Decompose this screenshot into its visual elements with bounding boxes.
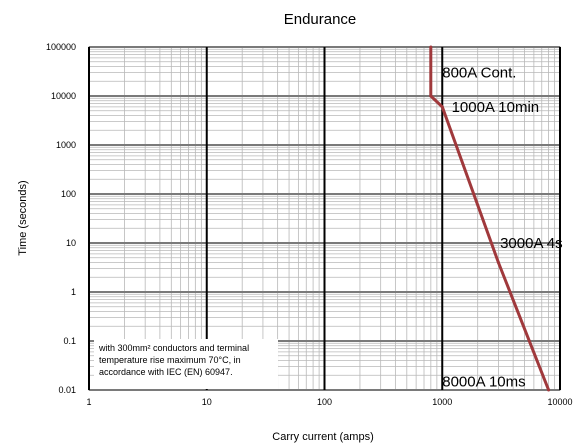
y-tick-label: 10 (66, 238, 76, 248)
note-background (94, 339, 278, 389)
y-axis-label: Time (seconds) (17, 180, 29, 255)
x-tick-label: 1000 (432, 397, 452, 407)
chart-title: Endurance (284, 11, 357, 28)
x-tick-label: 10000 (547, 397, 572, 407)
note-line-2: temperature rise maximum 70°C, in (99, 355, 241, 365)
annotations: 800A Cont. 1000A 10min 3000A 4s 8000A 10ms (442, 65, 562, 391)
curve-point (429, 94, 433, 98)
y-tick-label: 100000 (46, 42, 76, 52)
y-tick-label: 1000 (56, 140, 76, 150)
x-tick-label: 100 (317, 397, 332, 407)
tick-labels: 1 10 100 1000 10000 0.01 0.1 1 10 100 1000 10000 100… (46, 42, 573, 407)
y-tick-label: 10000 (51, 91, 76, 101)
note-box: with 300mm² conductors and terminal temp… (94, 339, 278, 389)
curve-point (547, 388, 551, 392)
annotation-label: 3000A 4s (500, 235, 563, 252)
y-tick-label: 0.1 (63, 336, 76, 346)
y-tick-label: 1 (71, 287, 76, 297)
curve-point (496, 260, 500, 264)
x-axis-label: Carry current (amps) (272, 431, 373, 443)
annotation-label: 1000A 10min (452, 99, 540, 116)
curve-point (429, 45, 433, 49)
note-line-3: accordance with IEC (EN) 60947. (99, 367, 233, 377)
series (429, 45, 551, 392)
curve-point (440, 105, 444, 109)
y-tick-label: 100 (61, 189, 76, 199)
x-tick-label: 10 (202, 397, 212, 407)
note-line-1: with 300mm² conductors and terminal (98, 343, 249, 353)
annotation-label: 800A Cont. (442, 65, 516, 82)
annotation-label: 8000A 10ms (442, 373, 525, 390)
y-tick-label: 0.01 (58, 385, 76, 395)
x-tick-label: 1 (86, 397, 91, 407)
